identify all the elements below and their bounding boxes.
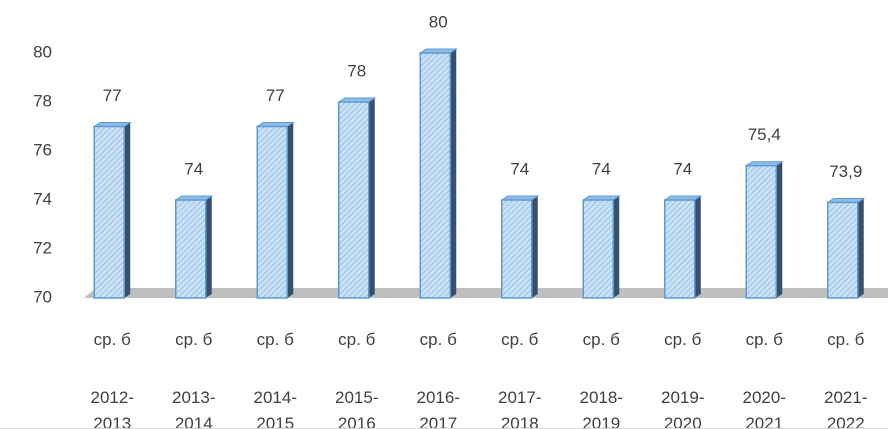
x-tick-label: 2016-2017	[416, 388, 460, 429]
bar-side	[205, 196, 212, 298]
bar-side	[531, 196, 538, 298]
bar-side	[776, 161, 783, 298]
y-tick-label: 74	[33, 189, 52, 208]
data-label: 77	[266, 86, 285, 105]
x-tick-label: ср. б	[827, 330, 865, 349]
bar-side	[287, 122, 294, 298]
x-tick-label: ср. б	[419, 330, 457, 349]
x-tick-label: ср. б	[664, 330, 702, 349]
data-label: 74	[184, 159, 203, 178]
x-tick-label: 2021-2022	[824, 388, 868, 429]
bar-side	[613, 196, 620, 298]
x-tick-label: ср. б	[256, 330, 294, 349]
data-label: 78	[347, 61, 366, 80]
x-tick-label: ср. б	[338, 330, 376, 349]
data-label: 74	[510, 159, 529, 178]
y-tick-label: 70	[33, 287, 52, 306]
data-label: 75,4	[748, 125, 781, 144]
bar	[664, 199, 696, 299]
data-label: 73,9	[829, 162, 862, 181]
y-tick-label: 78	[33, 91, 52, 110]
data-label: 80	[429, 12, 448, 31]
y-tick-label: 80	[33, 42, 52, 61]
bar-side	[450, 49, 457, 298]
x-tick-label: ср. б	[582, 330, 620, 349]
x-tick-label: 2012-2013	[90, 388, 134, 429]
bar-side	[124, 122, 131, 298]
bar	[419, 52, 451, 299]
x-tick-label: ср. б	[93, 330, 131, 349]
x-tick-label: 2013-2014	[172, 388, 216, 429]
y-tick-label: 72	[33, 238, 52, 257]
bar	[93, 125, 125, 299]
bar	[501, 199, 533, 299]
data-label: 77	[103, 86, 122, 105]
data-label: 74	[673, 159, 692, 178]
x-tick-label: 2020-2021	[742, 388, 786, 429]
bar	[256, 125, 288, 299]
bar-side	[368, 98, 375, 298]
x-tick-label: 2015-2016	[335, 388, 379, 429]
x-tick-label: ср. б	[501, 330, 539, 349]
y-tick-label: 76	[33, 140, 52, 159]
x-tick-label: 2017-2018	[498, 388, 542, 429]
bar-side	[857, 198, 864, 298]
bar	[175, 199, 207, 299]
bar-side	[694, 196, 701, 298]
bar	[827, 201, 859, 299]
x-tick-label: ср. б	[175, 330, 213, 349]
x-tick-label: 2019-2020	[661, 388, 705, 429]
x-tick-label: 2014-2015	[253, 388, 297, 429]
bar	[338, 101, 370, 299]
x-tick-label: 2018-2019	[579, 388, 623, 429]
bar	[745, 164, 777, 299]
bar	[582, 199, 614, 299]
x-tick-label: ср. б	[745, 330, 783, 349]
data-label: 74	[592, 159, 611, 178]
